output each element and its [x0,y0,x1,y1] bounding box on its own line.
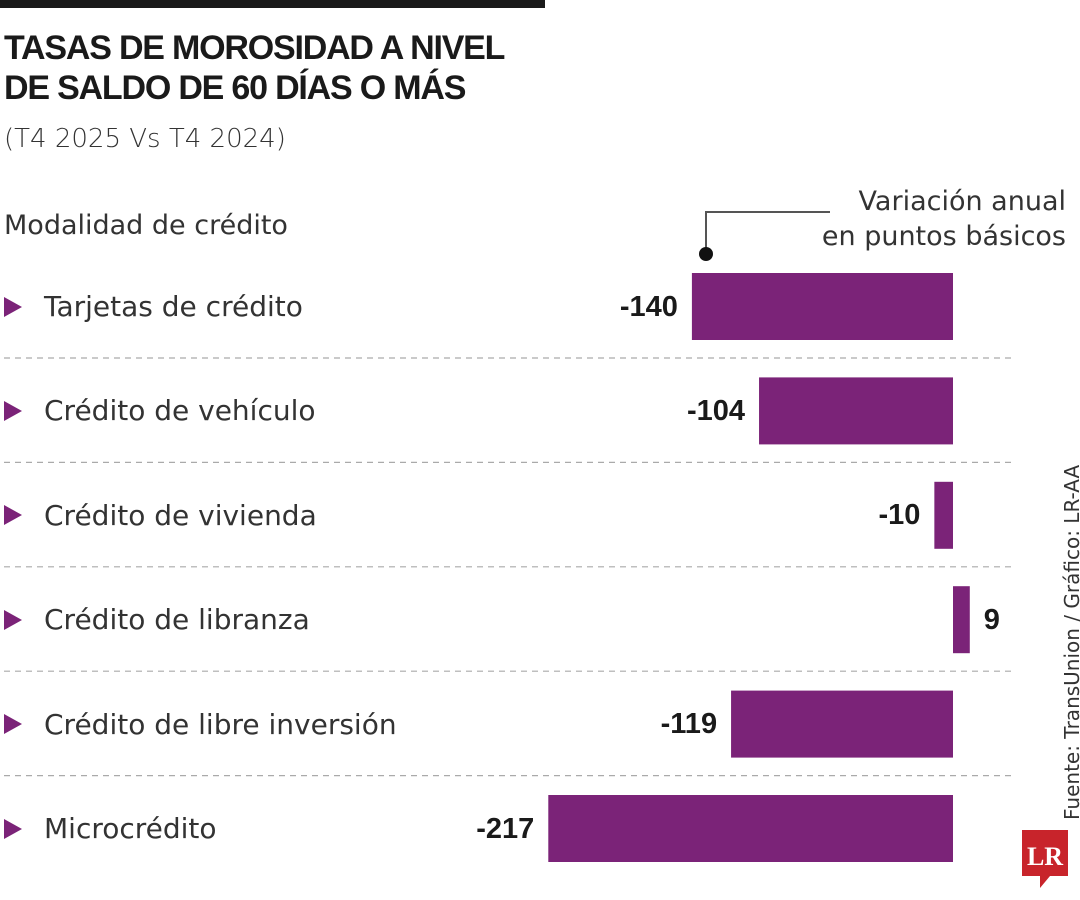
value-label: -140 [619,290,678,323]
title-line: DE SALDO DE 60 DÍAS O MÁS [4,69,466,107]
title-line: TASAS DE MOROSIDAD A NIVEL [4,29,505,67]
category-label: Crédito de libranza [4,600,310,640]
triangle-bullet-icon [4,609,22,630]
category-text: Crédito de libre inversión [44,707,397,741]
value-label: -119 [660,708,718,741]
category-text: Tarjetas de crédito [44,290,303,323]
triangle-bullet-icon [4,714,22,735]
source-credit: Fuente: TransUnion / Gráfico: LR-AA [1060,464,1080,820]
chart-title: TASAS DE MOROSIDAD A NIVEL DE SALDO DE 6… [4,28,505,108]
value-label: -217 [476,812,535,845]
axis-annotation: Variación anual en puntos básicos [822,184,1066,254]
triangle-bullet-icon [4,818,22,839]
triangle-bullet-icon [4,400,22,421]
top-rule [0,0,545,8]
category-header: Modalidad de crédito [4,210,288,241]
bar-4 [731,690,953,758]
category-label: Crédito de vivienda [4,495,317,535]
annotation-line: Variación anual [858,186,1066,217]
bar-3 [953,586,970,654]
value-label: 9 [983,603,1000,636]
category-label: Crédito de libre inversión [4,704,397,744]
category-label: Crédito de vehículo [4,391,316,431]
value-label: -104 [687,394,746,427]
chart-subtitle: (T4 2025 Vs T4 2024) [4,124,286,154]
annotation-dot [699,247,713,261]
category-text: Crédito de vehículo [44,394,316,428]
category-label: Microcrédito [4,809,217,849]
triangle-bullet-icon [4,296,22,317]
bar-5 [548,795,953,862]
category-text: Microcrédito [44,812,217,845]
annotation-leader-line [705,211,830,252]
category-label: Tarjetas de crédito [4,287,303,327]
triangle-bullet-icon [4,505,22,526]
bar-0 [691,273,953,340]
category-text: Crédito de libranza [44,603,310,637]
bar-1 [759,377,953,445]
annotation-line: en puntos básicos [821,221,1066,252]
category-text: Crédito de vivienda [44,498,317,532]
value-label: -10 [878,499,921,532]
bar-2 [934,481,953,549]
